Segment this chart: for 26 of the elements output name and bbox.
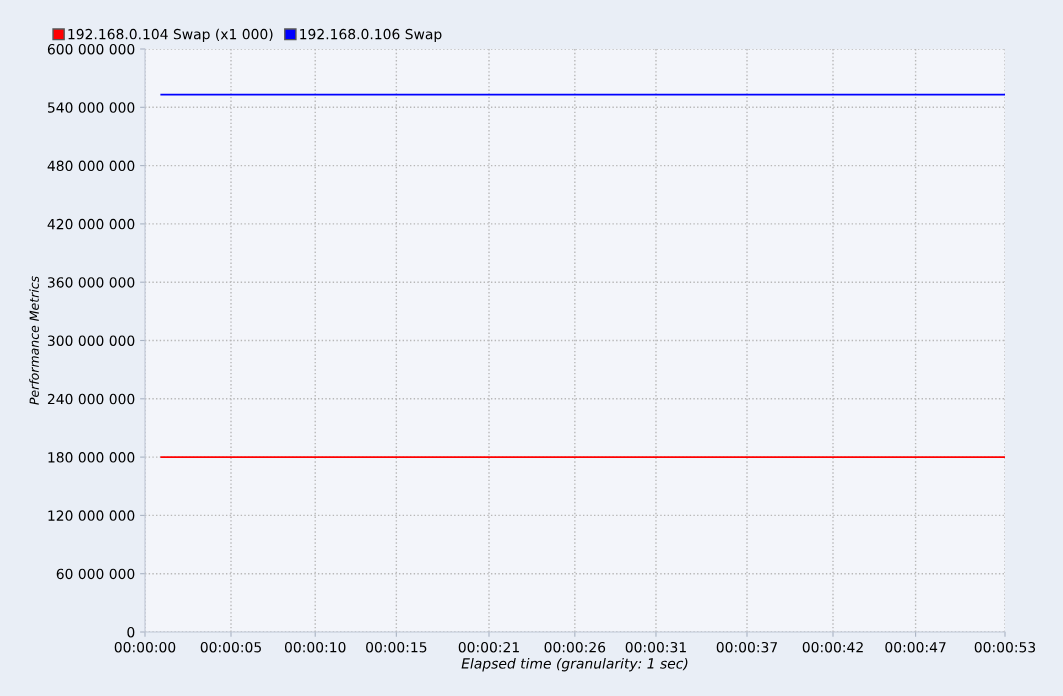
legend-label: 192.168.0.104 Swap (x1 000) (68, 28, 273, 43)
y-tick-label: 120 000 000 (48, 510, 135, 521)
y-axis-title: Performance Metrics (29, 276, 39, 405)
x-tick-label: 00:00:37 (716, 641, 777, 653)
legend-label: 192.168.0.106 Swap (300, 28, 442, 43)
y-tick-label: 60 000 000 (56, 568, 135, 580)
x-tick-label: 00:00:05 (200, 641, 261, 653)
y-tick-label: 360 000 000 (47, 277, 135, 288)
x-tick-label: 00:00:21 (458, 641, 519, 653)
y-tick-label: 180 000 000 (48, 452, 135, 463)
x-tick-label: 00:00:26 (544, 641, 606, 653)
y-tick-label: 600 000 000 (47, 43, 135, 55)
x-tick-label: 00:00:53 (974, 641, 1036, 653)
y-tick-label: 240 000 000 (47, 393, 135, 405)
y-tick-label: 300 000 000 (47, 335, 135, 346)
x-tick-label: 00:00:15 (366, 641, 427, 653)
y-tick-label: 420 000 000 (47, 218, 135, 230)
y-tick-label: 0 (127, 626, 135, 638)
x-tick-label: 00:00:42 (802, 641, 863, 653)
x-axis-title: Elapsed time (granularity: 1 sec) (461, 657, 688, 672)
x-tick-label: 00:00:47 (885, 641, 946, 653)
x-tick-label: 00:00:10 (284, 641, 346, 653)
x-tick-label: 00:00:00 (114, 641, 176, 653)
y-tick-label: 480 000 000 (47, 160, 135, 172)
x-tick-label: 00:00:31 (625, 641, 686, 653)
y-tick-label: 540 000 000 (47, 102, 135, 113)
